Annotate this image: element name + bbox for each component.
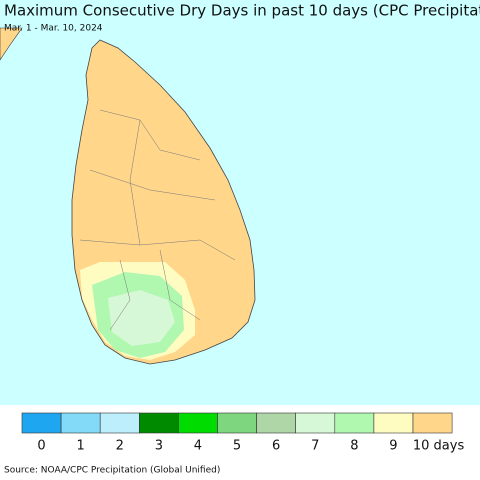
legend-label: 3: [155, 439, 163, 454]
legend-swatch: [178, 412, 218, 434]
legend-label: 6: [272, 439, 280, 454]
dry-7-zone: [108, 290, 175, 346]
source: Source: NOAA/CPC Precipitation (Global U…: [4, 466, 220, 476]
legend-label: 4: [194, 439, 202, 454]
legend-swatch: [373, 412, 414, 434]
india-coast: [0, 27, 23, 61]
legend-swatch: [60, 412, 101, 434]
legend-label: 5: [233, 439, 241, 454]
legend-label: 7: [311, 439, 319, 454]
legend-swatch: [256, 412, 297, 434]
title: Maximum Consecutive Dry Days in past 10 …: [4, 2, 480, 20]
legend-swatch: [139, 412, 179, 434]
legend-label: 9: [389, 439, 397, 454]
legend-swatch: [334, 412, 375, 434]
legend-label: 0: [37, 439, 45, 454]
subtitle: Mar. 1 - Mar. 10, 2024: [4, 24, 103, 34]
legend-label: 8: [350, 439, 358, 454]
legend-swatch: [217, 412, 257, 434]
legend-swatch: [412, 412, 453, 434]
legend: 0 1 2 3 4 5 6 7 8 9 10 days: [21, 412, 465, 454]
legend-label: 1: [77, 439, 85, 454]
legend-label: 10 days: [413, 439, 465, 454]
legend-swatch: [295, 412, 336, 434]
legend-swatch: [21, 412, 62, 434]
district-borders: [79, 109, 236, 331]
legend-label: 2: [116, 439, 124, 454]
legend-swatch: [99, 412, 140, 434]
